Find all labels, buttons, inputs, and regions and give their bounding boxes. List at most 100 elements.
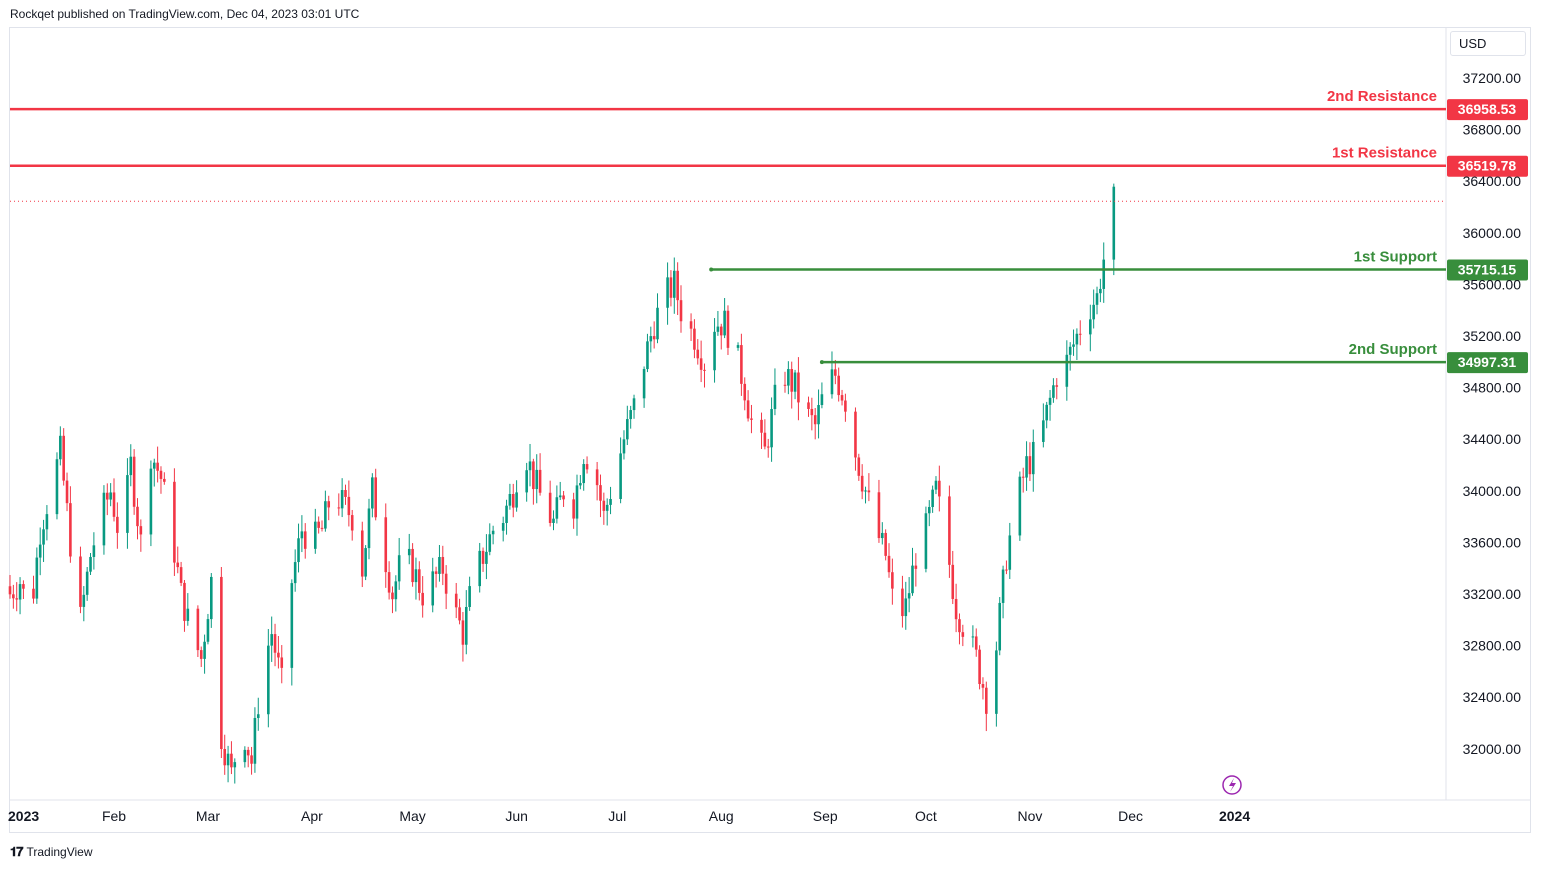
resistance-level[interactable]: 1st Resistance 36519.78 <box>10 145 1528 177</box>
y-tick-label: 34400.00 <box>1463 431 1522 447</box>
candle <box>183 580 186 632</box>
x-tick-label: Mar <box>196 808 220 824</box>
candle <box>619 437 622 504</box>
candle <box>1018 471 1022 541</box>
level-price-tag-text: 35715.15 <box>1458 262 1517 278</box>
candle <box>703 363 706 388</box>
candle <box>454 582 458 619</box>
candle <box>693 319 696 359</box>
candle <box>857 453 861 481</box>
level-price-tag <box>1447 99 1528 121</box>
candle <box>813 408 817 440</box>
candle <box>790 361 794 409</box>
candle <box>364 545 367 581</box>
candle <box>468 576 471 611</box>
candle <box>82 586 86 622</box>
candle <box>126 458 129 549</box>
candle <box>488 523 492 556</box>
footer-brand-text: TradingView <box>26 845 93 859</box>
x-tick-label: Dec <box>1118 808 1143 824</box>
candle <box>371 473 374 518</box>
candle <box>797 357 800 421</box>
candle <box>626 405 629 446</box>
candle <box>441 545 445 586</box>
price-axis[interactable]: 37200.00 36800.00 36400.00 36000.00 35600.00… <box>1463 70 1522 757</box>
candle <box>810 397 814 431</box>
y-tick-label: 36000.00 <box>1463 225 1522 241</box>
candle <box>1102 242 1106 303</box>
candle <box>672 257 676 314</box>
candle <box>689 313 693 342</box>
candle <box>340 478 344 518</box>
candle <box>793 369 797 400</box>
level-price-tag <box>1447 259 1528 281</box>
candle <box>59 426 62 466</box>
candle <box>1099 278 1102 303</box>
level-label: 2nd Support <box>1349 341 1437 358</box>
candle <box>891 558 894 605</box>
candle <box>89 552 92 575</box>
candle <box>605 498 609 526</box>
candle <box>186 593 190 626</box>
candle <box>273 623 277 667</box>
candle <box>763 419 767 450</box>
candle <box>830 351 834 399</box>
candle <box>679 285 683 333</box>
x-tick-label: Oct <box>915 808 937 824</box>
candle <box>911 547 914 596</box>
time-axis[interactable]: 2023 Feb Mar Apr May Jun Jul Aug Sep Oct Nov Dec 202… <box>8 808 1250 824</box>
candle <box>750 404 753 434</box>
candle <box>632 394 636 419</box>
y-tick-label: 33600.00 <box>1463 534 1522 550</box>
candle <box>1112 183 1116 276</box>
x-tick-label: 2023 <box>8 808 39 824</box>
candle <box>931 485 934 513</box>
candle <box>116 502 119 549</box>
events-icon[interactable] <box>1222 775 1242 795</box>
candle <box>696 339 700 365</box>
candle <box>179 561 183 587</box>
candle <box>196 605 200 658</box>
candle <box>159 466 163 494</box>
candle <box>220 566 223 759</box>
x-tick-label: 2024 <box>1219 808 1250 824</box>
candle <box>79 546 82 614</box>
candle <box>713 318 716 383</box>
candle <box>253 707 257 773</box>
candle <box>719 323 723 350</box>
candle <box>676 262 679 315</box>
support-level[interactable]: 2nd Support 34997.31 <box>819 341 1528 374</box>
candle <box>958 613 961 645</box>
x-tick-label: May <box>399 808 425 824</box>
candle <box>314 508 317 554</box>
candle <box>538 453 542 496</box>
candle <box>210 573 213 628</box>
candle <box>199 646 203 667</box>
level-price-tag <box>1447 352 1528 374</box>
candle <box>391 586 394 614</box>
candle <box>303 523 307 559</box>
candle <box>532 458 535 505</box>
level-anchor <box>709 267 714 272</box>
candle <box>508 483 512 510</box>
candle <box>324 490 327 532</box>
candle <box>1068 342 1072 371</box>
resistance-level[interactable]: 2nd Resistance 36958.53 <box>10 88 1528 121</box>
candle <box>974 628 978 657</box>
tradingview-logo-icon: 𝟏𝟕 <box>10 844 24 859</box>
candle <box>102 485 106 555</box>
currency-selector[interactable]: USD <box>1450 31 1526 56</box>
support-level[interactable]: 1st Support 35715.15 <box>709 249 1528 281</box>
y-tick-label: 32400.00 <box>1463 689 1522 705</box>
candle <box>112 478 116 522</box>
candle <box>277 635 280 669</box>
candle <box>1078 320 1082 346</box>
candle <box>92 532 96 570</box>
candle <box>317 516 320 534</box>
candle <box>384 503 388 588</box>
candle <box>998 597 1002 656</box>
candle <box>552 510 555 531</box>
candle <box>327 495 331 521</box>
candle <box>267 629 270 728</box>
